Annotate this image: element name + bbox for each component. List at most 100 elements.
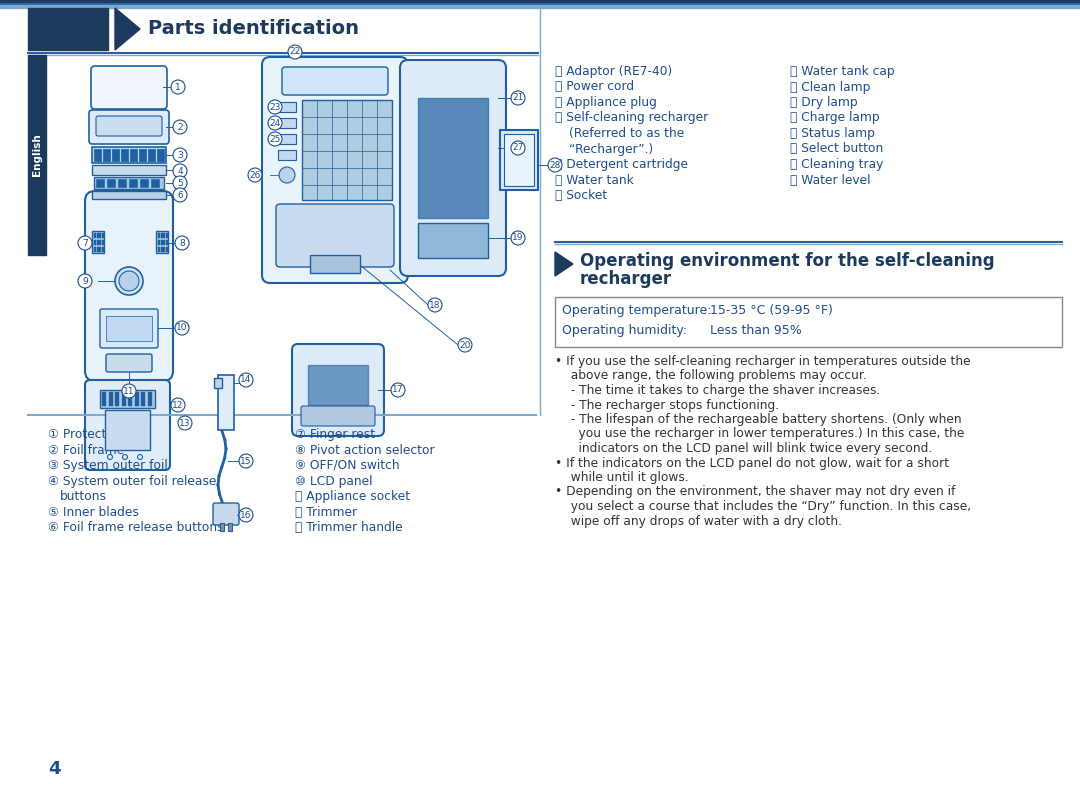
Bar (504, 134, 534, 186)
Bar (102, 233, 104, 238)
Circle shape (114, 267, 143, 295)
Bar (140, 179, 148, 187)
Bar (28, 55, 46, 255)
Circle shape (178, 416, 192, 430)
Bar (0, 0, 1080, 3)
Text: 5: 5 (177, 178, 183, 188)
Text: ⑦ Finger rest: ⑦ Finger rest (295, 428, 375, 441)
Text: 4: 4 (48, 760, 60, 778)
Bar (214, 378, 222, 388)
Circle shape (268, 132, 282, 146)
FancyBboxPatch shape (85, 380, 170, 470)
Bar (218, 375, 234, 430)
Text: 17: 17 (392, 386, 404, 394)
Text: 27: 27 (512, 143, 524, 153)
Bar (163, 247, 165, 252)
FancyBboxPatch shape (213, 503, 239, 525)
Bar (92, 231, 104, 253)
Text: - The recharger stops functioning.: - The recharger stops functioning. (563, 398, 779, 412)
Bar (161, 247, 162, 252)
Text: ⑲ Water tank: ⑲ Water tank (555, 173, 634, 186)
Bar (163, 240, 165, 245)
Text: 12: 12 (173, 401, 184, 409)
Text: ⑫ Trimmer: ⑫ Trimmer (295, 505, 357, 519)
Circle shape (279, 167, 295, 183)
Text: (Referred to as the: (Referred to as the (569, 127, 685, 140)
Bar (228, 523, 232, 531)
Text: 19: 19 (512, 234, 524, 242)
Bar (92, 165, 166, 175)
Bar (165, 233, 167, 238)
Circle shape (428, 298, 442, 312)
Bar (102, 247, 104, 252)
Text: “Recharger”.): “Recharger”.) (569, 143, 653, 155)
Bar (139, 149, 146, 161)
Text: 22: 22 (289, 48, 300, 56)
Bar (94, 233, 96, 238)
Text: ⑧ Pivot action selector: ⑧ Pivot action selector (295, 444, 434, 456)
Text: 13: 13 (179, 418, 191, 428)
Bar (103, 149, 110, 161)
Circle shape (173, 164, 187, 178)
Text: ⑤ Inner blades: ⑤ Inner blades (48, 505, 139, 519)
Circle shape (458, 338, 472, 352)
Bar (102, 240, 104, 245)
Bar (220, 523, 224, 531)
Bar (278, 118, 296, 128)
Text: ⑷ Charge lamp: ⑷ Charge lamp (789, 112, 879, 124)
Text: 9: 9 (82, 276, 87, 285)
Text: buttons: buttons (60, 490, 107, 503)
Bar (121, 392, 125, 406)
Text: Parts identification: Parts identification (148, 20, 359, 39)
Text: ⑬ Trimmer handle: ⑬ Trimmer handle (295, 521, 403, 534)
FancyBboxPatch shape (96, 116, 162, 136)
Text: ⑸ Status lamp: ⑸ Status lamp (789, 127, 875, 140)
Bar (100, 390, 156, 408)
Bar (418, 98, 488, 218)
Circle shape (239, 508, 253, 522)
Bar (94, 177, 164, 189)
Circle shape (175, 321, 189, 335)
Text: 15-35 °C (59-95 °F): 15-35 °C (59-95 °F) (710, 304, 833, 317)
Text: 28: 28 (550, 161, 561, 169)
Text: ⑻ Water level: ⑻ Water level (789, 173, 870, 186)
Bar (112, 149, 119, 161)
FancyBboxPatch shape (282, 67, 388, 95)
Bar (99, 240, 102, 245)
Text: ⑶ Dry lamp: ⑶ Dry lamp (789, 96, 858, 109)
Bar (555, 297, 1062, 347)
Text: 18: 18 (429, 300, 441, 310)
Bar (278, 134, 296, 144)
Text: • If the indicators on the LCD panel do not glow, wait for a short: • If the indicators on the LCD panel do … (555, 456, 949, 470)
Text: Operating environment for the self-cleaning: Operating environment for the self-clean… (580, 252, 995, 270)
Bar (165, 247, 167, 252)
Text: ⑰ Self-cleaning recharger: ⑰ Self-cleaning recharger (555, 112, 708, 124)
Circle shape (173, 120, 187, 134)
FancyBboxPatch shape (400, 60, 507, 276)
Text: 23: 23 (269, 102, 281, 112)
Text: ⑥ Foil frame release buttons: ⑥ Foil frame release buttons (48, 521, 224, 534)
Bar (310, 255, 360, 273)
Polygon shape (114, 8, 140, 50)
Circle shape (511, 141, 525, 155)
Bar (105, 410, 150, 450)
Text: ⑯ Appliance plug: ⑯ Appliance plug (555, 96, 657, 109)
Bar (129, 179, 137, 187)
Bar (96, 247, 98, 252)
Bar (99, 233, 102, 238)
Bar (165, 240, 167, 245)
Bar (302, 100, 392, 200)
Text: 6: 6 (177, 191, 183, 200)
Text: 25: 25 (269, 135, 281, 143)
Text: • Depending on the environment, the shaver may not dry even if: • Depending on the environment, the shav… (555, 485, 956, 498)
Text: ⑺ Cleaning tray: ⑺ Cleaning tray (789, 158, 883, 171)
Text: ⑭ Adaptor (RE7-40): ⑭ Adaptor (RE7-40) (555, 65, 672, 78)
Bar (121, 149, 129, 161)
Bar (157, 149, 164, 161)
Circle shape (548, 158, 562, 172)
Circle shape (239, 454, 253, 468)
Bar (158, 247, 160, 252)
Text: English: English (32, 134, 42, 177)
Text: Less than 95%: Less than 95% (710, 324, 801, 337)
Circle shape (122, 384, 136, 398)
